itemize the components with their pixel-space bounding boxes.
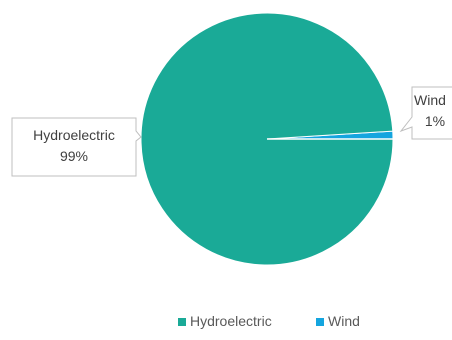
legend-label-hydroelectric: Hydroelectric [190,313,272,329]
legend-label-wind: Wind [328,313,360,329]
legend: Hydroelectric Wind [178,313,360,329]
callout-wind: Wind 1% [399,86,452,140]
data-label-hydroelectric-value: 99% [60,148,88,164]
callout-box-wind [399,86,452,140]
callout-hydroelectric: Hydroelectric 99% [11,117,142,177]
legend-swatch-wind [316,318,324,326]
data-label-hydroelectric-name: Hydroelectric [33,127,115,143]
legend-swatch-hydroelectric [178,318,186,326]
callout-box-hydroelectric [11,117,142,177]
data-label-wind-name: Wind [414,92,446,108]
data-label-wind-value: 1% [425,113,445,129]
